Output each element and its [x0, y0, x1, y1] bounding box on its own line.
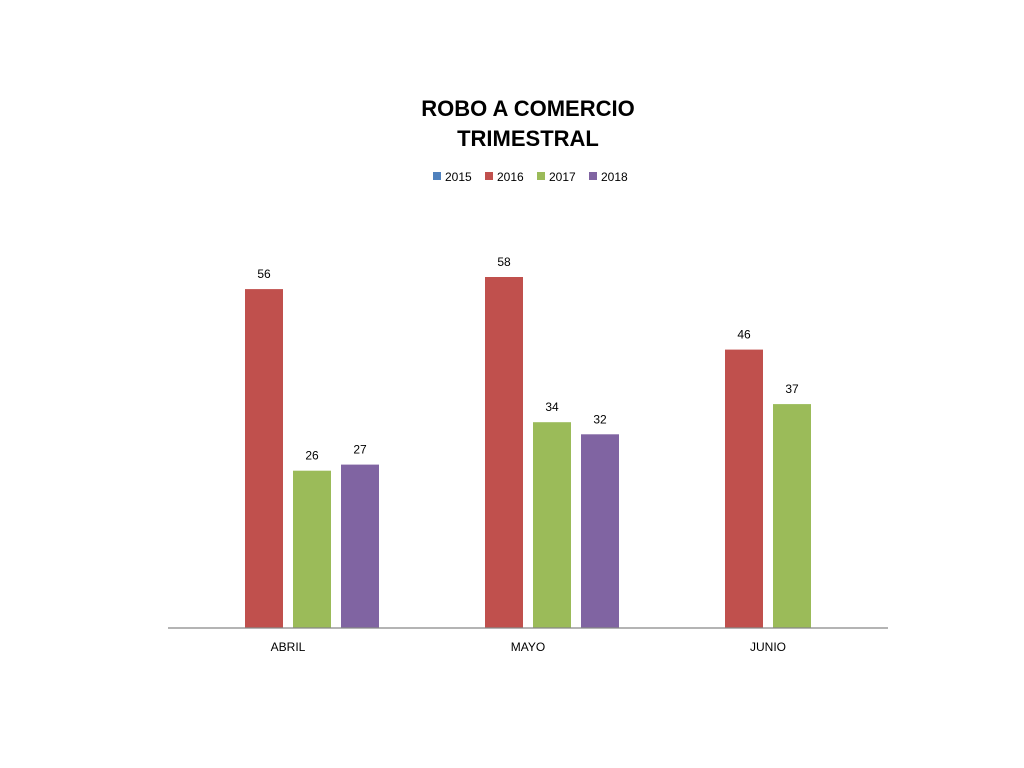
legend-label-2016: 2016 — [497, 170, 524, 184]
data-label-2017-abril: 26 — [305, 449, 319, 463]
x-tick-label-abril: ABRIL — [271, 640, 306, 654]
data-label-2018-abril: 27 — [353, 443, 367, 457]
legend-swatch-2018 — [589, 172, 597, 180]
x-tick-label-mayo: MAYO — [511, 640, 545, 654]
bar-2017-mayo — [533, 422, 571, 628]
legend-swatch-2016 — [485, 172, 493, 180]
bar-2016-mayo — [485, 277, 523, 628]
data-labels: 56 26 27 58 34 32 46 37 — [257, 255, 799, 463]
chart-title-line-1: ROBO A COMERCIO — [421, 96, 634, 121]
data-label-2016-abril: 56 — [257, 267, 271, 281]
legend-swatch-2015 — [433, 172, 441, 180]
legend-label-2018: 2018 — [601, 170, 628, 184]
data-label-2018-mayo: 32 — [593, 412, 607, 426]
data-label-2017-mayo: 34 — [545, 400, 559, 414]
bar-2017-junio — [773, 404, 811, 628]
x-tick-label-junio: JUNIO — [750, 640, 786, 654]
bar-2018-mayo — [581, 434, 619, 628]
legend-label-2017: 2017 — [549, 170, 576, 184]
bars — [245, 277, 811, 628]
legend: 2015 2016 2017 2018 — [433, 170, 628, 184]
data-label-2016-mayo: 58 — [497, 255, 511, 269]
bar-2016-junio — [725, 349, 763, 628]
chart-title: ROBO A COMERCIO TRIMESTRAL — [421, 96, 634, 151]
data-label-2017-junio: 37 — [785, 382, 799, 396]
legend-swatch-2017 — [537, 172, 545, 180]
legend-label-2015: 2015 — [445, 170, 472, 184]
bar-2018-abril — [341, 464, 379, 628]
x-axis-ticks: ABRIL MAYO JUNIO — [271, 640, 786, 654]
bar-2016-abril — [245, 289, 283, 628]
chart-title-line-2: TRIMESTRAL — [457, 126, 599, 151]
data-label-2016-junio: 46 — [737, 328, 751, 342]
bar-2017-abril — [293, 470, 331, 628]
